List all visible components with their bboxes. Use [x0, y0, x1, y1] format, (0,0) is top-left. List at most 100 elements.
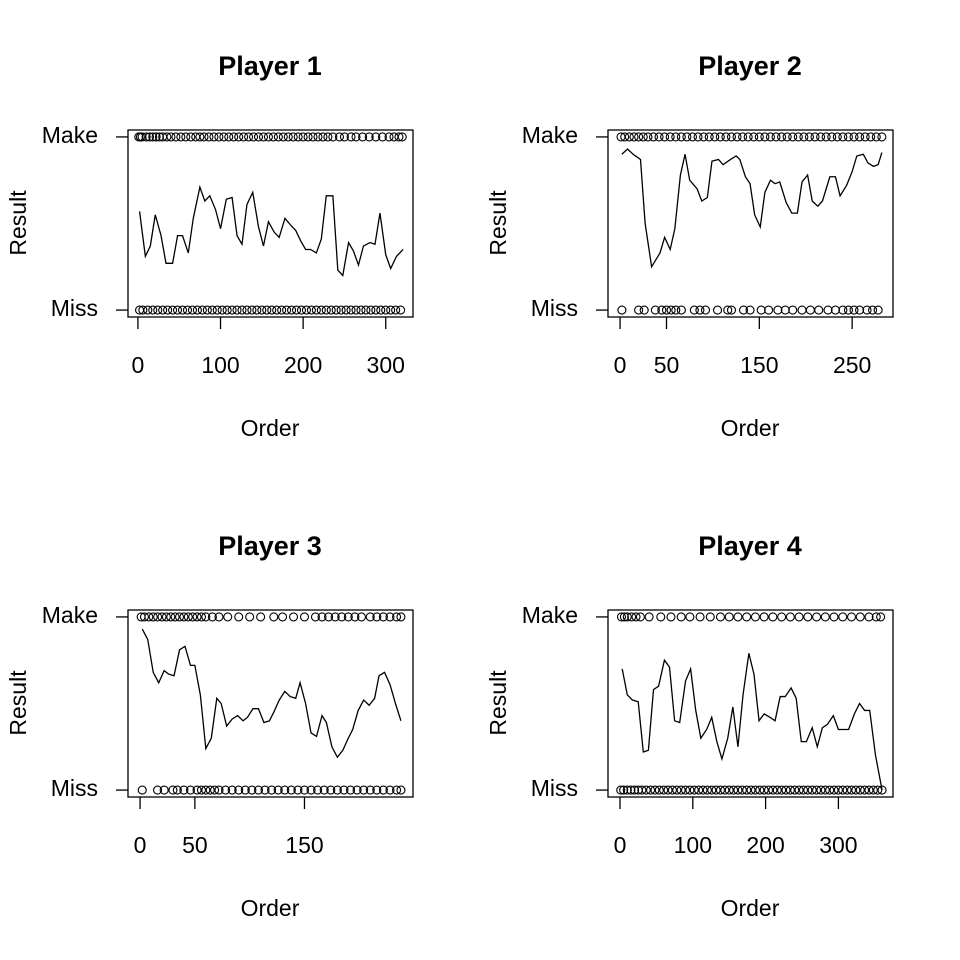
shot-point	[187, 305, 197, 315]
shot-point	[176, 132, 186, 142]
shot-point	[634, 132, 644, 142]
shot-point	[311, 305, 321, 315]
shot-point	[627, 612, 637, 622]
shot-point	[224, 132, 234, 142]
shot-point	[816, 785, 826, 795]
shot-point	[821, 132, 831, 142]
shot-point	[829, 785, 839, 795]
shot-point	[794, 785, 804, 795]
shot-point	[833, 785, 843, 795]
shot-point	[798, 785, 809, 795]
shot-point	[838, 132, 848, 142]
shot-point	[205, 785, 215, 795]
trend-line	[621, 148, 883, 269]
shot-point	[217, 305, 227, 315]
shot-point	[263, 132, 273, 142]
shot-point	[790, 785, 800, 795]
shot-point	[639, 305, 649, 315]
shot-point	[754, 132, 764, 142]
shot-point	[617, 305, 627, 315]
shot-point	[827, 132, 837, 142]
x-tick-label: 300	[367, 352, 405, 378]
shot-point	[820, 612, 830, 622]
shot-point	[689, 305, 699, 315]
shot-point	[306, 785, 316, 795]
shot-point	[293, 132, 303, 142]
shot-point	[832, 132, 842, 142]
shot-point	[234, 785, 244, 795]
shot-point	[685, 612, 695, 622]
shot-point	[278, 612, 288, 622]
shot-point	[336, 305, 346, 315]
shot-point	[866, 132, 876, 142]
shot-point	[326, 785, 336, 795]
plot-box	[607, 129, 894, 318]
shot-point	[671, 132, 681, 142]
shot-point	[650, 785, 660, 795]
shot-point	[166, 132, 176, 142]
shot-point	[641, 785, 651, 795]
shot-point	[777, 785, 787, 795]
shot-point	[785, 612, 795, 622]
shot-point	[742, 785, 752, 795]
shot-point	[721, 132, 731, 142]
shot-point	[343, 612, 353, 622]
shot-point	[137, 785, 147, 795]
shot-point	[172, 785, 182, 795]
shot-point	[733, 785, 743, 795]
shot-point	[820, 785, 830, 795]
shot-point	[168, 305, 178, 315]
shot-point	[361, 305, 371, 315]
shot-point	[394, 132, 404, 142]
shot-point	[707, 785, 717, 795]
shot-point	[319, 785, 329, 795]
shot-point	[873, 305, 883, 315]
shot-point	[682, 132, 692, 142]
shot-point	[768, 612, 778, 622]
shot-point	[286, 785, 296, 795]
shot-point	[698, 785, 708, 795]
shot-point	[630, 785, 640, 795]
shot-point	[763, 785, 774, 795]
shot-point	[378, 785, 388, 795]
shot-point	[871, 612, 881, 622]
shot-point	[316, 305, 326, 315]
shot-point	[638, 132, 648, 142]
shot-point	[339, 785, 349, 795]
shot-point	[210, 785, 220, 795]
shot-point	[313, 132, 323, 142]
shot-point	[157, 612, 167, 622]
shot-point	[782, 132, 792, 142]
shot-point	[372, 612, 382, 622]
shot-point	[234, 612, 244, 622]
panel-title: Player 1	[218, 51, 322, 81]
trend-line	[621, 653, 883, 791]
shot-point	[705, 612, 715, 622]
shot-point	[765, 132, 776, 142]
shot-point	[381, 305, 391, 315]
shot-point	[666, 612, 676, 622]
shot-point	[637, 785, 647, 795]
y-tick-label: Make	[42, 122, 98, 148]
shot-point	[148, 305, 158, 315]
x-tick-label: 300	[819, 832, 857, 858]
shot-point	[337, 612, 347, 622]
shot-point	[676, 305, 686, 315]
shot-point	[738, 132, 748, 142]
shot-point	[299, 785, 310, 795]
shot-point	[793, 132, 803, 142]
shot-point	[272, 305, 282, 315]
shot-point	[764, 305, 774, 315]
shot-point	[726, 132, 737, 142]
x-tick-label: 0	[134, 832, 147, 858]
shot-point	[788, 305, 798, 315]
shot-point	[635, 612, 645, 622]
shot-point	[188, 612, 198, 622]
shot-point	[823, 305, 833, 315]
shot-point	[256, 612, 266, 622]
shot-point	[242, 305, 252, 315]
shot-point	[163, 305, 173, 315]
shot-point	[392, 785, 402, 795]
shot-point	[212, 305, 222, 315]
shot-point	[868, 785, 878, 795]
